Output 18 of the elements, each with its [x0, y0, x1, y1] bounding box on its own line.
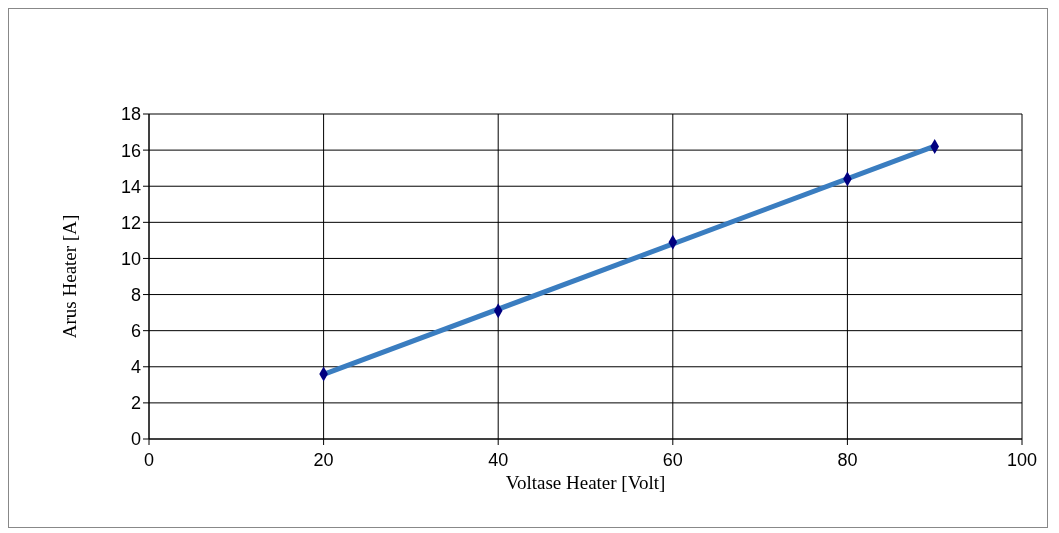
y-tick-label: 6 — [130, 321, 141, 342]
x-tick-label: 100 — [1006, 449, 1038, 470]
y-tick-label: 12 — [120, 212, 141, 233]
x-tick-label: 80 — [837, 449, 858, 470]
x-tick-label: 60 — [662, 449, 683, 470]
x-tick-label: 40 — [488, 449, 509, 470]
x-tick-label: 20 — [313, 449, 334, 470]
y-tick-label: 18 — [120, 104, 141, 125]
y-tick-label: 0 — [130, 429, 141, 450]
y-tick-label: 4 — [130, 357, 141, 378]
y-tick-label: 2 — [130, 393, 141, 414]
y-tick-label: 10 — [120, 248, 141, 269]
x-tick-label: 0 — [143, 449, 155, 470]
x-axis-title: Voltase Heater [Volt] — [505, 472, 666, 493]
y-tick-label: 8 — [130, 284, 141, 305]
y-axis-title: Arus Heater [A] — [58, 214, 80, 339]
y-tick-label: 16 — [120, 140, 141, 161]
y-tick-label: 14 — [120, 176, 141, 197]
